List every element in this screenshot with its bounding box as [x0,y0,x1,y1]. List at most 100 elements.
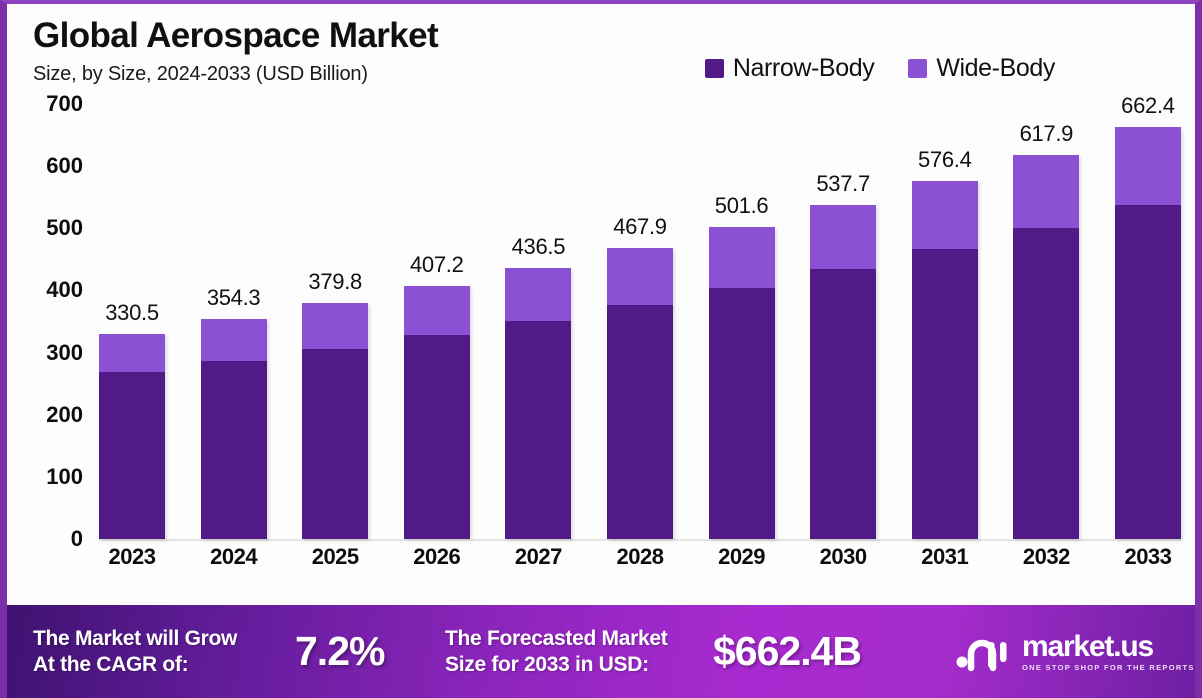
bar-segment-wide-body[interactable] [911,180,978,250]
bar-stack[interactable] [403,285,470,539]
bar-value-label: 537.7 [816,170,870,196]
logo-tagline: ONE STOP SHOP FOR THE REPORTS [1022,662,1195,672]
x-axis-tick: 2029 [718,544,766,569]
bar-column[interactable]: 330.5 [99,104,165,539]
bar-segment-narrow-body[interactable] [1114,205,1181,539]
bar-segment-narrow-body[interactable] [1013,228,1080,539]
bar-column[interactable]: 617.9 [1013,104,1080,539]
x-axis-tick: 2028 [616,544,664,569]
bar-column[interactable]: 537.7 [810,104,877,539]
legend-label: Narrow-Body [732,54,875,82]
bar-value-label: 662.4 [1121,93,1175,119]
bar-stack[interactable] [1013,155,1080,539]
chart-legend: Narrow-Body Wide-Body [704,54,1055,83]
x-axis-tick: 2025 [311,544,359,569]
bar-stack[interactable] [606,248,673,539]
bar-segment-wide-body[interactable] [403,285,470,336]
y-axis-tick: 500 [46,215,83,241]
bar-stack[interactable] [1114,127,1181,539]
bar-segment-narrow-body[interactable] [302,348,369,539]
bar-group: 330.5 354.3 379.8 407.2 436.5 467.9 501.6 537.7… [99,93,1181,539]
cagr-label: The Market will Grow At the CAGR of: [33,626,295,676]
x-axis-tick: 2023 [108,544,156,569]
bar-column[interactable]: 501.6 [708,104,775,539]
x-axis-tick: 2031 [921,544,969,569]
bar-segment-narrow-body[interactable] [810,269,877,539]
footer-banner: The Market will Grow At the CAGR of: 7.2… [7,605,1195,698]
bar-stack[interactable] [810,204,877,539]
y-axis-tick: 600 [46,153,83,179]
bar-stack[interactable] [302,302,369,539]
bar-segment-wide-body[interactable] [606,248,673,305]
bar-segment-narrow-body[interactable] [505,320,572,539]
bar-segment-wide-body[interactable] [1114,127,1181,206]
x-axis: 2023 2024 2025 2026 2027 2028 2029 2030 2031 2032… [99,544,1181,570]
legend-swatch-icon [704,59,724,78]
forecast-size-label: The Forecasted Market Size for 2033 in U… [445,626,713,676]
bar-segment-narrow-body[interactable] [200,361,267,539]
bar-value-label: 576.4 [917,146,972,172]
bar-column[interactable]: 436.5 [505,104,572,539]
bar-stack[interactable] [911,180,978,539]
y-axis-tick: 300 [46,339,83,365]
x-axis-tick: 2032 [1022,544,1070,569]
x-axis-tick: 2033 [1124,544,1172,569]
x-axis-tick: 2027 [514,544,562,569]
bar-segment-wide-body[interactable] [302,302,369,349]
bar-column[interactable]: 576.4 [911,104,978,539]
bar-segment-narrow-body[interactable] [606,304,673,539]
x-axis-tick: 2024 [210,544,258,569]
legend-item-1: Narrow-Body [704,54,875,83]
axis-baseline [99,539,1181,541]
bar-segment-narrow-body[interactable] [403,335,470,539]
bar-segment-narrow-body[interactable] [708,287,775,539]
bar-segment-wide-body[interactable] [708,227,775,288]
bar-segment-wide-body[interactable] [1013,155,1080,229]
cagr-value: 7.2% [295,628,385,674]
y-axis-tick: 0 [70,526,83,551]
forecast-size-label-line1: The Forecasted Market [445,627,668,651]
y-axis-tick: 100 [46,463,83,489]
bar-column[interactable]: 407.2 [403,104,470,539]
bar-value-label: 379.8 [308,268,362,294]
bar-column[interactable]: 467.9 [606,104,673,539]
header: Global Aerospace Market Size, by Size, 2… [33,16,439,86]
bar-stack[interactable] [505,267,572,539]
bar-segment-wide-body[interactable] [200,318,267,362]
cagr-label-line2: At the CAGR of: [33,652,189,676]
bar-segment-wide-body[interactable] [810,204,877,270]
bar-value-label: 407.2 [410,251,464,277]
page-subtitle: Size, by Size, 2024-2033 (USD Billion) [33,62,368,85]
bar-column[interactable]: 379.8 [302,104,369,539]
forecast-size-value: $662.4B [713,628,862,674]
market-us-logo[interactable]: market.us ONE STOP SHOP FOR THE REPORTS [955,631,1195,672]
bar-value-label: 467.9 [613,214,667,240]
chart-plot-area: 0 100 200 300 400 500 600 700 330.5 354.3 379.8 40… [7,91,1195,604]
forecast-size-label-line2: Size for 2033 in USD: [445,652,649,676]
x-axis-tick: 2030 [819,544,867,569]
bar-segment-narrow-body[interactable] [911,249,978,539]
legend-swatch-icon [908,59,928,78]
bar-value-label: 330.5 [105,299,159,325]
bar-column[interactable]: 354.3 [200,104,267,539]
page-title: Global Aerospace Market [33,16,439,55]
bar-stack[interactable] [99,333,165,539]
x-axis-tick: 2026 [413,544,461,569]
bar-segment-narrow-body[interactable] [99,372,165,539]
bar-segment-wide-body[interactable] [505,267,572,321]
market-us-wordmark: market.us ONE STOP SHOP FOR THE REPORTS [1022,631,1195,672]
y-axis: 0 100 200 300 400 500 600 700 [7,91,93,551]
market-us-logomark-icon [955,632,1013,672]
cagr-label-line1: The Market will Grow [33,627,238,651]
bar-stack[interactable] [200,318,267,539]
legend-item-2: Wide-Body [908,54,1055,83]
legend-label: Wide-Body [936,54,1055,82]
bar-segment-wide-body[interactable] [99,333,165,373]
bar-value-label: 617.9 [1019,121,1074,147]
bar-value-label: 436.5 [511,233,566,259]
y-axis-tick: 200 [46,401,83,427]
bar-stack[interactable] [708,227,775,539]
bar-value-label: 501.6 [714,193,769,219]
bar-column[interactable]: 662.4 [1114,93,1181,539]
